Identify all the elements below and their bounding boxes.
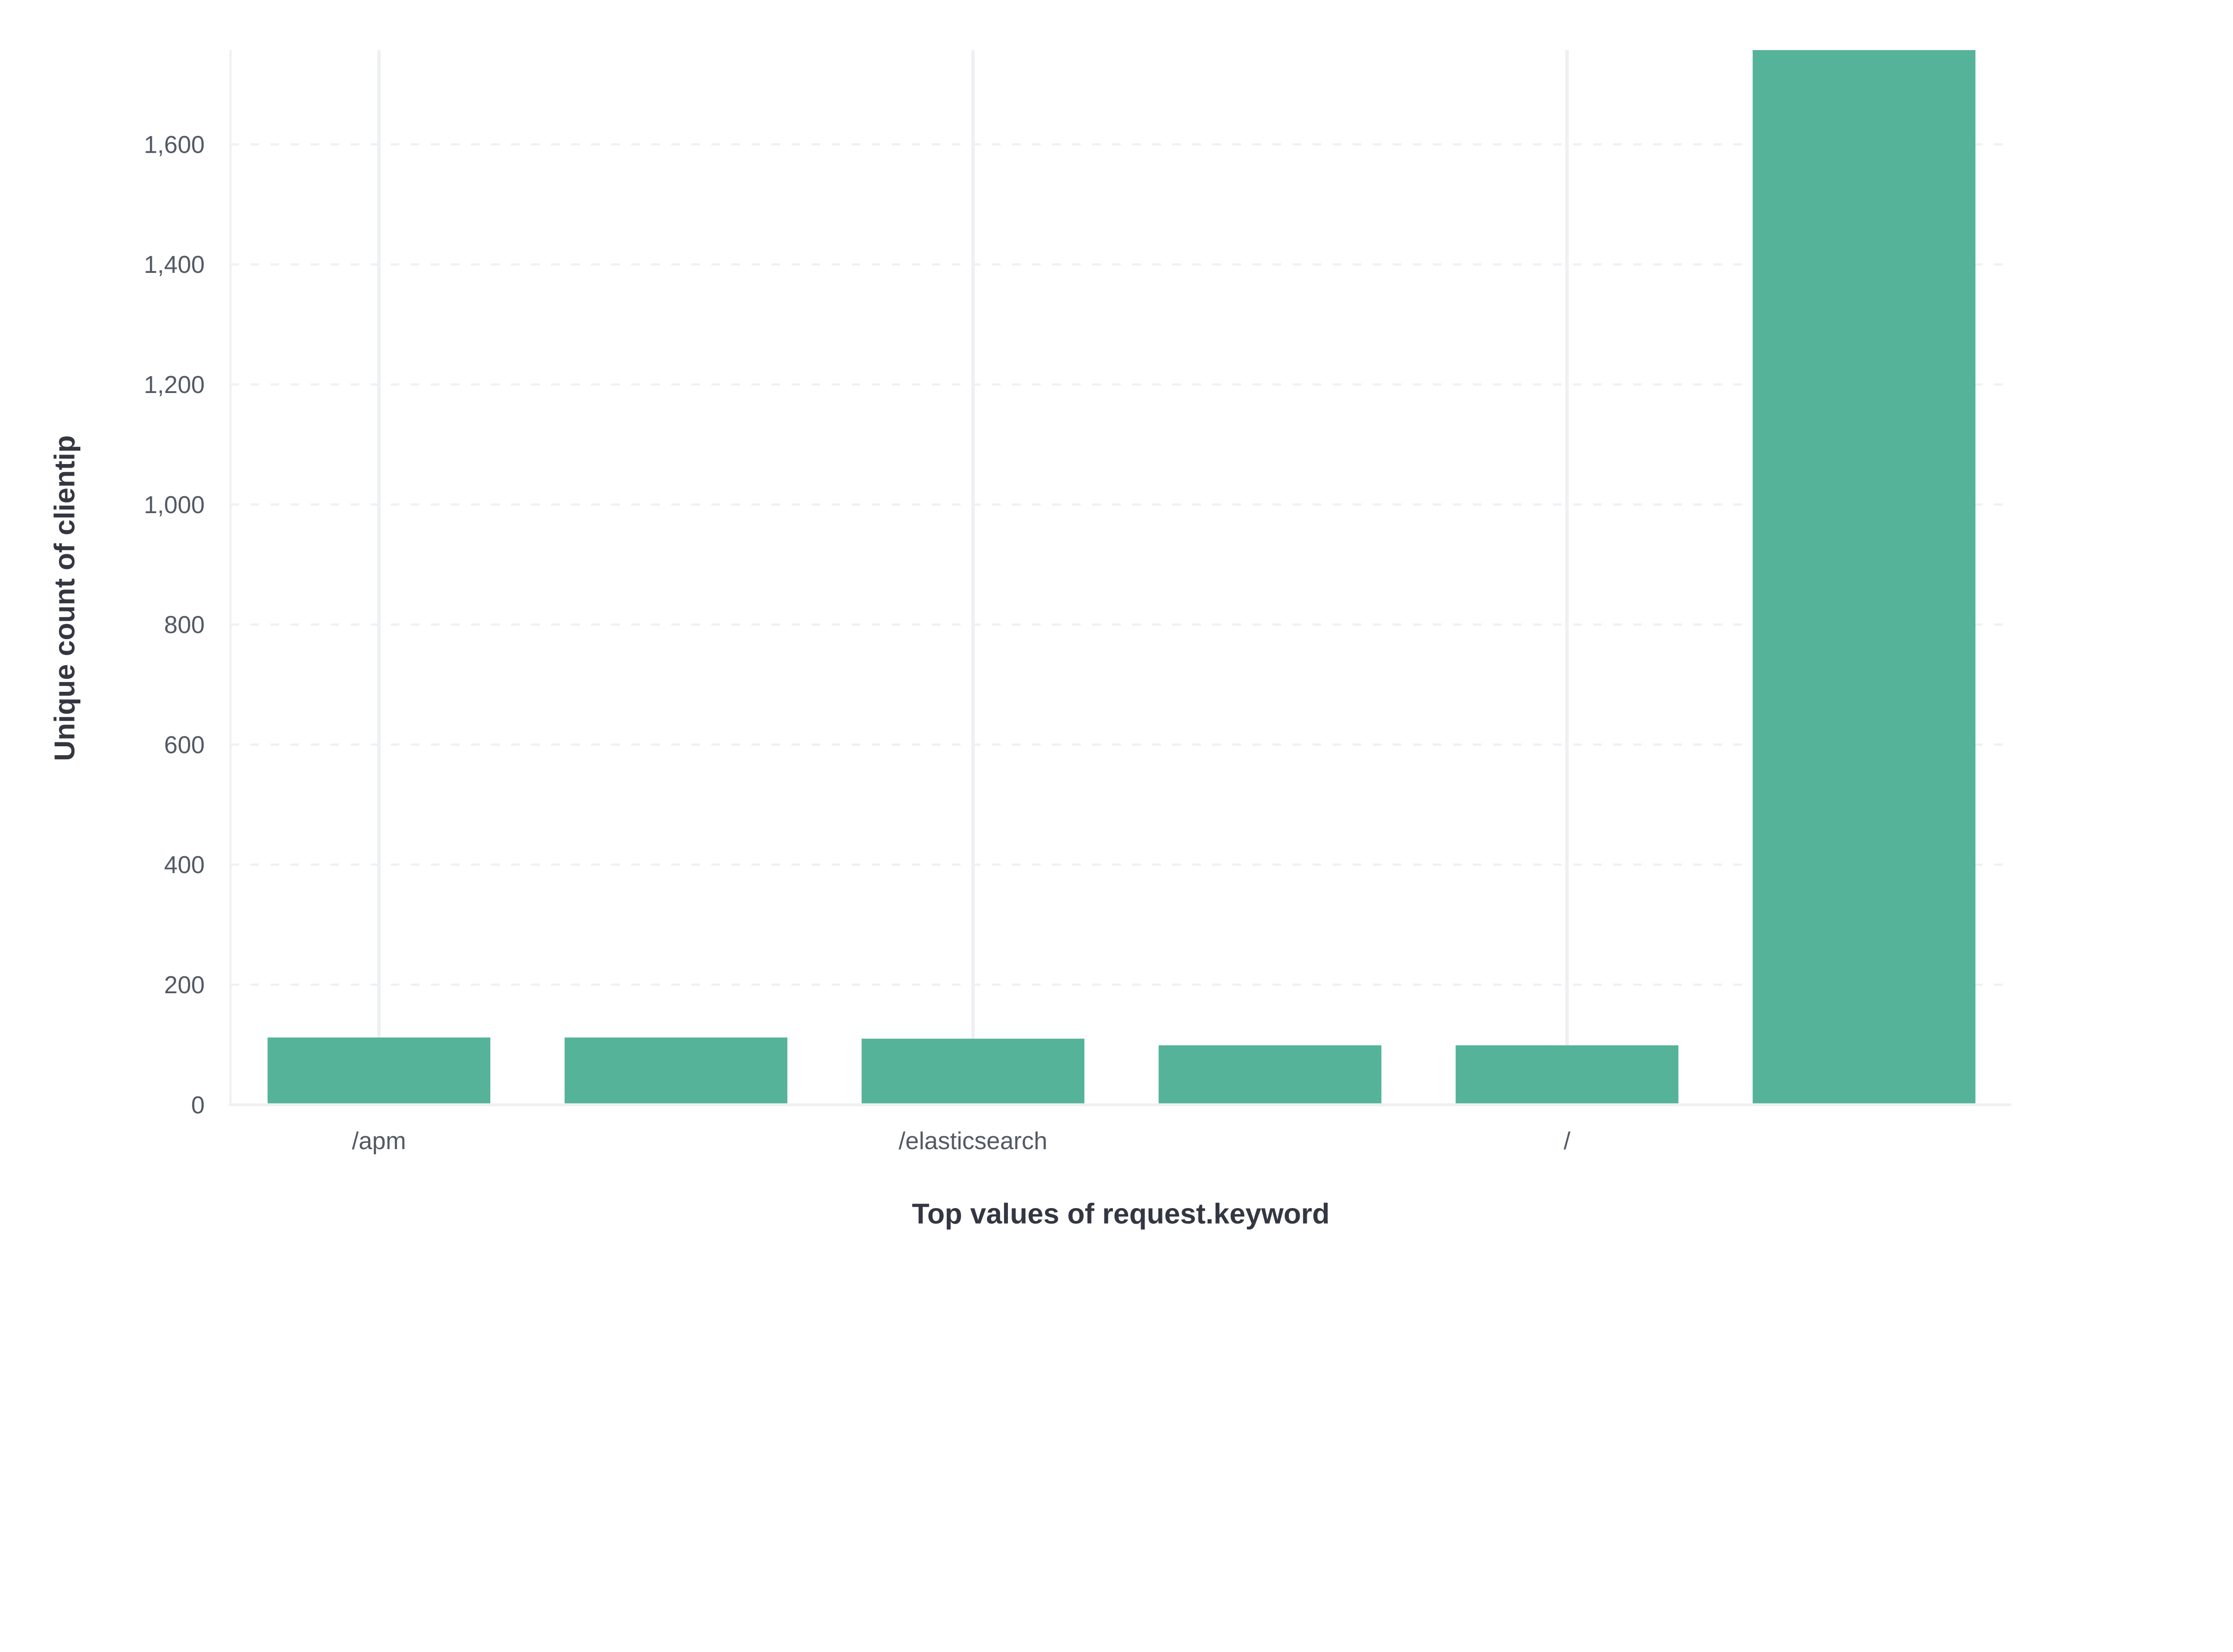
y-tick-label: 1,000 — [144, 491, 205, 519]
bar — [1158, 1045, 1382, 1105]
bar — [565, 1037, 788, 1105]
x-axis-title: Top values of request.keyword — [912, 1198, 1330, 1230]
y-axis-ticks: 0 200 400 600 800 1,000 1,200 1,400 1,600 — [144, 131, 205, 1118]
y-tick-label: 600 — [164, 731, 205, 758]
y-axis-title: Unique count of clientip — [49, 435, 81, 761]
bar — [1455, 1045, 1679, 1105]
bar — [1752, 50, 1976, 1105]
y-tick-label: 400 — [164, 851, 205, 878]
y-tick-label: 200 — [164, 971, 205, 999]
y-tick-label: 1,200 — [144, 371, 205, 398]
x-axis-ticks: /apm/elasticsearch / — [352, 1127, 1571, 1154]
bars — [268, 50, 1976, 1105]
x-tick-label: /apm — [352, 1127, 406, 1154]
y-tick-label: 0 — [191, 1092, 205, 1119]
x-tick-label: / — [1564, 1127, 1571, 1154]
gridlines — [230, 50, 2004, 1105]
y-tick-label: 1,400 — [144, 251, 205, 278]
x-tick-label: /elasticsearch — [899, 1127, 1047, 1154]
y-tick-label: 800 — [164, 611, 205, 639]
bar — [268, 1037, 490, 1105]
bar — [861, 1038, 1085, 1105]
bar-chart: 0 200 400 600 800 1,000 1,200 1,400 1,600 /apm/e… — [49, 50, 2011, 1230]
y-tick-label: 1,600 — [144, 131, 205, 158]
